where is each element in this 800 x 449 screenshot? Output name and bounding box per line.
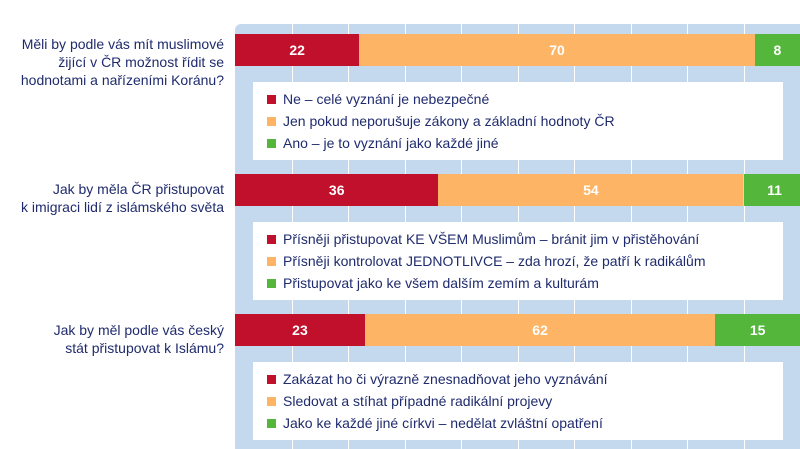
legend-label: Jako ke každé jiné církvi – nedělat zvlá… [283,415,603,431]
legend-label: Ano – je to vyznání jako každé jiné [283,135,499,151]
data-label: 15 [749,322,766,338]
legend-label: Ne – celé vyznání je nebezpečné [283,91,490,107]
bar-segment-red: 22 [235,34,360,66]
legend-item: Zakázat ho či výrazně znesnadňovat jeho … [267,368,783,390]
question-label: Měli by podle vás mít muslimové žijící v… [0,35,224,89]
legend-swatch-orange [267,256,276,266]
question-line: Jak by měl podle vás český [53,322,224,338]
legend-label: Přísněji přistupovat KE VŠEM Muslimům – … [283,231,700,247]
data-label: 22 [289,42,305,58]
legend-label: Jen pokud neporušuje zákony a základní h… [283,113,615,129]
question-line: k imigraci lidí z islámského světa [20,199,224,215]
legend-swatch-orange [267,116,276,126]
legend: Ne – celé vyznání je nebezpečné Jen poku… [253,82,783,160]
question-line: žijící v ČR možnost řídit se [58,54,224,70]
question-label: Jak by měl podle vás český stát přistupo… [0,321,224,357]
bar-segment-orange: 54 [438,174,744,206]
data-label: 70 [549,42,565,58]
stacked-bar: 36 54 11 [235,174,800,206]
legend-label: Přistupovat jako ke všem dalším zemím a … [283,275,599,291]
legend-item: Sledovat a stíhat případné radikální pro… [267,390,783,412]
question-line: stát přistupovat k Islámu? [65,340,224,356]
legend-swatch-red [267,94,276,104]
bar-segment-green: 15 [715,314,800,346]
data-label: 23 [292,322,308,338]
data-label: 11 [767,182,782,198]
data-label: 62 [532,322,548,338]
legend-swatch-green [267,138,276,148]
legend-item: Přistupovat jako ke všem dalším zemím a … [267,272,783,294]
legend-swatch-green [267,418,276,428]
bar-segment-red: 36 [235,174,439,206]
bar-segment-red: 23 [235,314,365,346]
bar-segment-green: 11 [743,174,800,206]
question-line: Měli by podle vás mít muslimové [21,36,224,52]
question-line: Jak by měla ČR přistupovat [52,181,224,197]
bar-segment-orange: 70 [359,34,755,66]
data-label: 8 [773,42,782,58]
legend-item: Ne – celé vyznání je nebezpečné [267,88,783,110]
legend-item: Přísněji přistupovat KE VŠEM Muslimům – … [267,228,783,250]
legend-label: Zakázat ho či výrazně znesnadňovat jeho … [283,371,608,387]
stacked-bar: 23 62 15 [235,314,800,346]
legend-label: Přísněji kontrolovat JEDNOTLIVCE – zda h… [283,253,706,269]
stacked-bar: 22 70 8 [235,34,800,66]
bar-segment-orange: 62 [364,314,716,346]
legend-swatch-red [267,234,276,244]
legend: Zakázat ho či výrazně znesnadňovat jeho … [253,362,783,440]
question-label: Jak by měla ČR přistupovat k imigraci li… [0,180,224,216]
legend-item: Ano – je to vyznání jako každé jiné [267,132,783,154]
legend-item: Jako ke každé jiné církvi – nedělat zvlá… [267,412,783,434]
bar-segment-green: 8 [754,34,800,66]
legend-swatch-red [267,374,276,384]
data-label: 54 [583,182,599,198]
legend-swatch-orange [267,396,276,406]
legend-item: Jen pokud neporušuje zákony a základní h… [267,110,783,132]
legend-swatch-green [267,278,276,288]
legend-label: Sledovat a stíhat případné radikální pro… [283,393,553,409]
data-label: 36 [328,182,345,198]
legend-item: Přísněji kontrolovat JEDNOTLIVCE – zda h… [267,250,783,272]
question-line: hodnotami a nařízeními Koránu? [20,72,224,88]
legend: Přísněji přistupovat KE VŠEM Muslimům – … [253,222,783,300]
